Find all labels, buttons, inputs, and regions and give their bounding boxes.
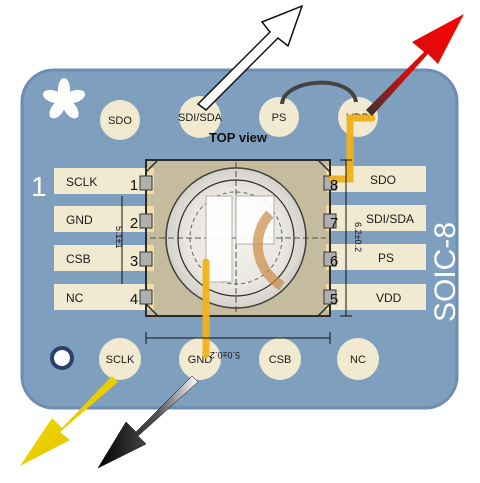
dimension-lines — [121, 159, 352, 344]
left-pad-sclk: SCLK — [54, 168, 154, 194]
ps-vdd-jumper-wire — [280, 80, 358, 105]
soic-chip-package — [139, 159, 337, 317]
red-arrow-icon — [366, 14, 464, 116]
top-pin-ps: PS — [259, 97, 299, 137]
pin-number: 3 — [130, 253, 138, 270]
top-pin-sdo: SDO — [100, 100, 140, 140]
bottom-pin-csb: CSB — [259, 338, 301, 380]
right-pad-label: PS — [378, 251, 394, 265]
black-arrow-icon — [97, 375, 199, 469]
soic8-label: SOIC-8 — [429, 222, 462, 322]
adafruit-flower-icon — [42, 78, 86, 119]
bottom-pin-label: NC — [350, 354, 366, 366]
top-view-label: TOP view — [209, 130, 268, 145]
pcb-traces — [202, 114, 376, 359]
left-pad-label: NC — [66, 291, 84, 305]
dimension-vertical-label: 6.2±0.2 — [353, 222, 363, 252]
left-pad-gnd: GND — [54, 206, 154, 232]
top-pin-label: PS — [272, 112, 287, 124]
right-pad-label: SDO — [370, 173, 396, 187]
bottom-pin-label: SCLK — [106, 354, 135, 366]
right-pad-label: SDI/SDA — [366, 212, 414, 226]
left-pad-label: SCLK — [66, 175, 97, 189]
mounting-hole — [50, 346, 74, 370]
top-pin-label: SDI/SDA — [178, 112, 223, 124]
bottom-pin-nc: NC — [337, 338, 379, 380]
pin-number: 6 — [330, 253, 338, 270]
right-pad-vdd: VDD — [326, 284, 426, 310]
pin-number: 1 — [130, 177, 138, 194]
pin-number: 2 — [130, 215, 138, 232]
board-pin1-marker: 1 — [31, 171, 47, 202]
right-pad-sdi-sda: SDI/SDA — [326, 205, 426, 231]
dimension-small-label: 5.1±1 — [114, 226, 124, 248]
left-pad-label: GND — [66, 213, 93, 227]
left-pad-csb: CSB — [54, 245, 154, 271]
right-pad-ps: PS — [326, 244, 426, 270]
dimension-horizontal-label: 5.0±0.2 — [210, 350, 240, 360]
pin-number: 7 — [330, 215, 338, 232]
bottom-pin-sclk: SCLK — [99, 338, 141, 380]
bottom-pin-label: CSB — [269, 354, 292, 366]
right-pad-label: VDD — [376, 291, 402, 305]
yellow-arrow-icon — [20, 376, 118, 466]
left-pad-label: CSB — [66, 252, 91, 266]
pin-number: 8 — [330, 177, 338, 194]
pin-number: 5 — [330, 291, 338, 308]
left-pad-nc: NC — [54, 284, 154, 310]
white-arrow-icon — [196, 4, 304, 111]
pin-number: 4 — [130, 291, 138, 308]
top-pin-label: SDO — [108, 115, 132, 127]
